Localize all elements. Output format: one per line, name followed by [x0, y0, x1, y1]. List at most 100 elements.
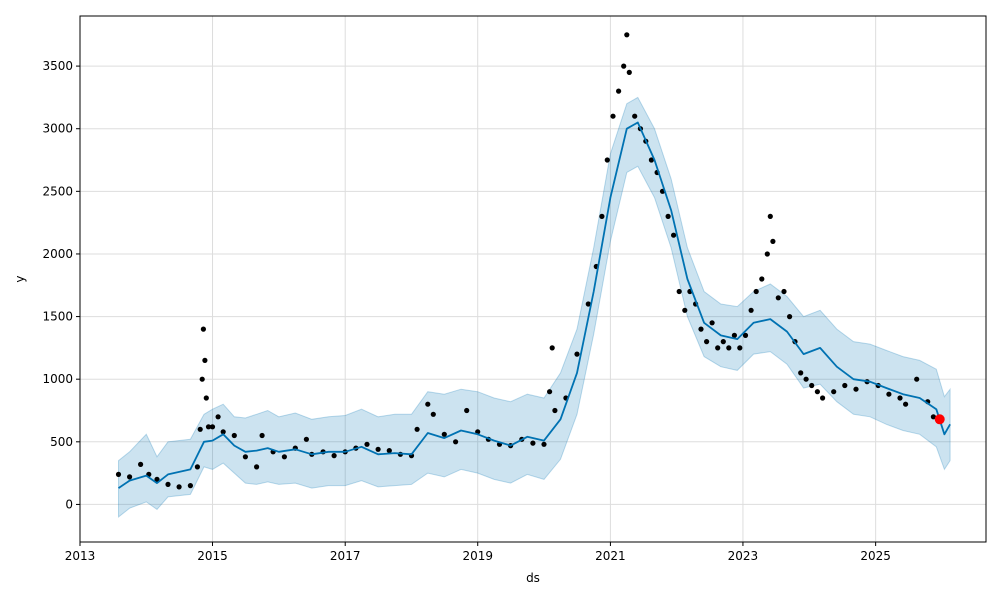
y-tick-label: 500 — [50, 435, 73, 449]
x-tick-label: 2025 — [860, 549, 891, 563]
observed-point — [165, 481, 171, 487]
observed-point — [787, 314, 793, 320]
observed-point — [364, 441, 370, 447]
observed-point — [676, 288, 682, 295]
observed-point — [331, 453, 337, 459]
y-tick-label: 3000 — [42, 122, 73, 136]
observed-point — [698, 326, 704, 332]
observed-point — [853, 386, 859, 392]
observed-point — [187, 483, 193, 489]
observed-point — [281, 454, 287, 460]
observed-point — [604, 157, 610, 163]
observed-point — [682, 307, 688, 313]
observed-point — [726, 345, 732, 351]
observed-point — [809, 382, 815, 389]
observed-point — [549, 345, 555, 351]
observed-point — [632, 113, 638, 119]
observed-point — [375, 446, 381, 452]
observed-point — [648, 157, 655, 163]
x-axis-label: ds — [526, 571, 540, 585]
observed-point — [574, 351, 580, 357]
forecast-line-layer — [117, 121, 951, 489]
observed-point — [127, 474, 133, 480]
highlight-point — [934, 414, 945, 425]
observed-point — [138, 461, 144, 467]
y-tick-label: 2000 — [42, 247, 73, 261]
observed-point — [914, 376, 920, 382]
observed-point — [203, 395, 209, 401]
observed-point — [541, 441, 547, 447]
observed-point — [715, 345, 721, 351]
observed-point — [259, 432, 265, 439]
observed-point — [897, 395, 903, 401]
observed-point — [209, 424, 216, 430]
y-tick-label: 1000 — [42, 372, 73, 386]
observed-point — [425, 401, 431, 407]
observed-point — [254, 464, 260, 470]
observed-point — [242, 454, 248, 460]
observed-point — [704, 339, 710, 345]
observed-point — [709, 320, 715, 326]
observed-point — [202, 357, 208, 363]
y-axis-label: y — [13, 275, 27, 282]
observed-point — [215, 414, 221, 420]
observed-point — [831, 389, 837, 395]
observed-point — [453, 439, 459, 445]
observed-point — [414, 426, 420, 432]
x-tick-label: 2023 — [728, 549, 759, 563]
observed-point — [842, 382, 848, 389]
observed-point — [616, 88, 622, 94]
observed-point — [767, 213, 773, 219]
observed-point — [205, 424, 212, 430]
observed-point — [803, 376, 809, 382]
observed-point — [610, 113, 616, 119]
y-tick-label: 1500 — [42, 310, 73, 324]
x-tick-label: 2019 — [462, 549, 493, 563]
observed-point — [770, 238, 776, 244]
x-tick-label: 2017 — [330, 549, 361, 563]
observed-point — [720, 339, 726, 345]
observed-point — [781, 288, 787, 295]
observed-point — [585, 301, 591, 307]
uncertainty-band-layer — [118, 96, 951, 519]
observed-point — [194, 464, 200, 470]
observed-point — [886, 391, 892, 397]
x-tick-label: 2013 — [65, 549, 96, 563]
forecast-line — [117, 121, 951, 489]
observed-point — [737, 345, 743, 351]
uncertainty-band — [118, 96, 951, 519]
observed-point — [430, 411, 436, 417]
observed-point — [599, 213, 605, 219]
observed-point — [154, 476, 160, 482]
observed-point — [665, 213, 671, 219]
observed-point — [547, 389, 553, 395]
observed-point — [731, 332, 738, 338]
x-tick-label: 2021 — [595, 549, 626, 563]
gridlines — [79, 16, 986, 542]
observed-point — [742, 332, 749, 338]
highlight-layer — [934, 414, 945, 425]
observed-point — [386, 448, 392, 454]
observed-point — [930, 414, 937, 420]
y-tick-label: 0 — [65, 497, 73, 511]
observed-point — [115, 471, 122, 477]
observed-point — [176, 484, 182, 490]
observed-point — [441, 431, 447, 437]
observed-point — [626, 69, 632, 75]
observed-point — [464, 407, 470, 414]
observed-point — [199, 376, 205, 382]
x-tick-label: 2015 — [197, 549, 228, 563]
observed-point — [798, 370, 804, 376]
observed-point — [530, 440, 536, 446]
observed-point — [197, 426, 203, 432]
y-tick-label: 2500 — [42, 184, 73, 198]
observed-point — [552, 407, 558, 414]
observed-point — [820, 395, 826, 401]
observed-point — [903, 401, 909, 407]
observed-point — [753, 288, 759, 295]
y-tick-label: 3500 — [42, 59, 73, 73]
observed-point — [759, 276, 765, 282]
observed-point — [624, 32, 630, 38]
observed-point — [231, 432, 237, 439]
